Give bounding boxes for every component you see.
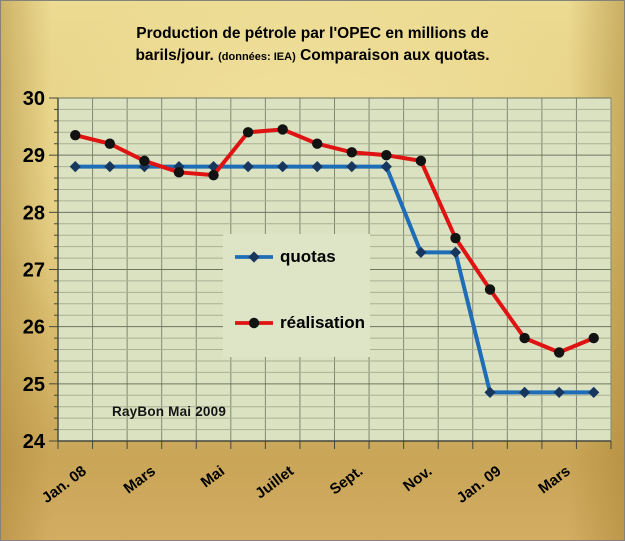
realisation-marker [312, 138, 323, 149]
legend-item-quotas: quotas [233, 247, 370, 267]
quotas-marker [484, 386, 496, 399]
x-tick-label: Sept. [327, 463, 367, 499]
realisation-legend-marker [235, 317, 273, 329]
x-tick-label: Nov. [400, 463, 435, 495]
quotas-legend-marker [235, 251, 273, 263]
realisation-marker [104, 138, 116, 149]
x-tick-label: Mars [535, 463, 573, 498]
realisation-marker [277, 124, 288, 135]
x-tick-labels: Jan. 08 Mars Mai Juillet Sept. Nov. Jan. 09 Mar… [39, 463, 574, 507]
quotas-marker [311, 161, 323, 173]
y-tick-label: 30 [23, 88, 45, 110]
quotas-marker [104, 161, 116, 173]
quotas-marker [415, 246, 427, 258]
realisation-marker [208, 169, 219, 181]
realisation-marker [381, 149, 392, 161]
realisation-marker [588, 332, 599, 344]
quotas-marker [553, 386, 565, 399]
chart-title: Production de pétrole par l'OPEC en mill… [1, 23, 624, 66]
quotas-marker [588, 386, 600, 399]
x-tick-label: Jan. 08 [39, 463, 90, 507]
y-tick-label: 26 [23, 317, 45, 339]
realisation-marker [553, 347, 565, 358]
y-tick-labels: 30 29 28 27 26 25 24 [23, 88, 46, 453]
title-source-note: (données: IEA) [218, 50, 296, 63]
y-tick-label: 24 [23, 431, 46, 453]
realisation-marker [139, 155, 150, 167]
realisation-marker [70, 129, 81, 141]
realisation-marker [519, 332, 530, 344]
quotas-marker [346, 161, 358, 173]
realisation-markers [70, 124, 599, 358]
quotas-marker [518, 386, 531, 399]
quotas-marker [380, 161, 392, 173]
author-annotation: RayBon Mai 2009 [112, 404, 227, 419]
x-tick-label: Jan. 09 [454, 463, 505, 507]
quotas-marker [277, 161, 289, 173]
quotas-marker [449, 246, 462, 258]
quotas-marker [69, 161, 81, 173]
realisation-marker [242, 127, 254, 138]
y-tick-label: 29 [23, 145, 45, 167]
y-tick-label: 25 [23, 374, 45, 396]
realisation-marker [484, 284, 496, 295]
horizontal-gridlines [58, 97, 611, 442]
realisation-marker [346, 147, 357, 158]
realisation-line [73, 127, 596, 355]
legend-label-quotas: quotas [280, 247, 336, 266]
legend: quotas réalisation [223, 234, 370, 357]
title-line2-post: Comparaison aux quotas. [300, 46, 490, 64]
quotas-marker [242, 161, 254, 173]
realisation-marker [173, 167, 185, 178]
y-tick-label: 28 [23, 202, 45, 224]
title-line1: Production de pétrole par l'OPEC en mill… [136, 25, 489, 42]
y-tick-label: 27 [23, 260, 45, 282]
axes [49, 97, 612, 449]
realisation-marker [415, 155, 427, 167]
legend-label-realisation: réalisation [280, 313, 366, 332]
realisation-marker [450, 232, 461, 244]
x-tick-label: Mai [198, 463, 228, 492]
title-line2-pre: barils/jour. [135, 46, 214, 64]
x-tick-label: Juillet [252, 463, 297, 503]
x-tick-label: Mars [121, 463, 159, 498]
legend-item-realisation: réalisation [233, 313, 370, 333]
